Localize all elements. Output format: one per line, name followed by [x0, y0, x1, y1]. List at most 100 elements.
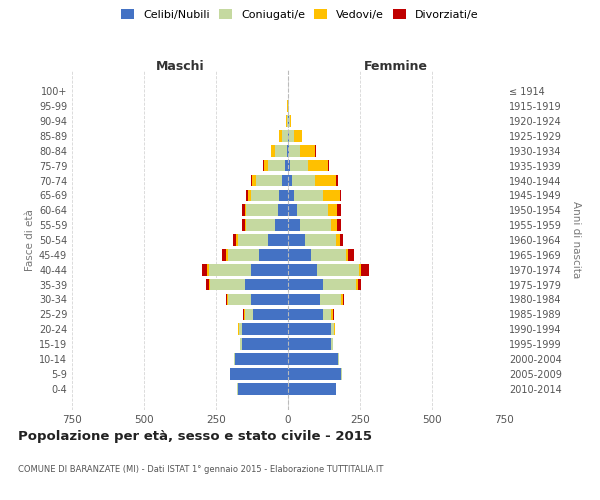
- Bar: [288, 249, 311, 260]
- Bar: [286, 115, 287, 127]
- Bar: [208, 264, 209, 276]
- Bar: [308, 160, 328, 172]
- Bar: [209, 264, 251, 276]
- Bar: [238, 383, 288, 394]
- Bar: [275, 145, 287, 156]
- Bar: [358, 279, 361, 290]
- Bar: [288, 234, 305, 246]
- Text: Maschi: Maschi: [155, 60, 205, 74]
- Bar: [245, 279, 288, 290]
- Bar: [292, 174, 316, 186]
- Bar: [206, 279, 209, 290]
- Bar: [340, 234, 343, 246]
- Bar: [288, 174, 292, 186]
- Bar: [343, 294, 344, 306]
- Bar: [340, 190, 341, 201]
- Bar: [282, 174, 288, 186]
- Bar: [335, 234, 340, 246]
- Bar: [251, 264, 288, 276]
- Bar: [271, 145, 275, 156]
- Bar: [299, 145, 316, 156]
- Bar: [346, 249, 349, 260]
- Text: COMUNE DI BARANZATE (MI) - Dati ISTAT 1° gennaio 2015 - Elaborazione TUTTITALIA.: COMUNE DI BARANZATE (MI) - Dati ISTAT 1°…: [18, 465, 383, 474]
- Bar: [288, 279, 323, 290]
- Bar: [328, 204, 337, 216]
- Bar: [246, 220, 275, 231]
- Bar: [290, 115, 292, 127]
- Bar: [295, 130, 302, 141]
- Bar: [288, 338, 331, 350]
- Bar: [251, 294, 288, 306]
- Bar: [294, 190, 323, 201]
- Bar: [299, 220, 331, 231]
- Bar: [287, 145, 288, 156]
- Bar: [263, 160, 268, 172]
- Bar: [259, 249, 288, 260]
- Bar: [280, 190, 288, 201]
- Bar: [331, 308, 332, 320]
- Bar: [311, 249, 346, 260]
- Bar: [337, 204, 341, 216]
- Bar: [222, 249, 226, 260]
- Bar: [349, 249, 354, 260]
- Bar: [305, 234, 335, 246]
- Bar: [316, 174, 335, 186]
- Bar: [226, 249, 227, 260]
- Bar: [230, 368, 288, 380]
- Bar: [227, 249, 259, 260]
- Bar: [242, 324, 288, 335]
- Bar: [323, 190, 340, 201]
- Bar: [288, 190, 294, 201]
- Bar: [245, 220, 246, 231]
- Bar: [245, 204, 246, 216]
- Bar: [253, 308, 288, 320]
- Bar: [287, 115, 288, 127]
- Bar: [361, 264, 368, 276]
- Bar: [356, 279, 358, 290]
- Bar: [242, 204, 245, 216]
- Bar: [288, 383, 335, 394]
- Bar: [243, 308, 244, 320]
- Bar: [359, 264, 361, 276]
- Bar: [328, 160, 329, 172]
- Bar: [226, 294, 227, 306]
- Legend: Celibi/Nubili, Coniugati/e, Vedovi/e, Divorziati/e: Celibi/Nubili, Coniugati/e, Vedovi/e, Di…: [118, 6, 482, 23]
- Bar: [239, 324, 242, 335]
- Bar: [332, 308, 334, 320]
- Bar: [288, 220, 299, 231]
- Bar: [288, 368, 341, 380]
- Y-axis label: Anni di nascita: Anni di nascita: [571, 202, 581, 278]
- Bar: [245, 308, 253, 320]
- Bar: [280, 130, 282, 141]
- Bar: [288, 264, 317, 276]
- Bar: [323, 279, 356, 290]
- Bar: [288, 294, 320, 306]
- Bar: [331, 324, 334, 335]
- Bar: [317, 264, 359, 276]
- Bar: [268, 234, 288, 246]
- Bar: [246, 204, 278, 216]
- Bar: [323, 308, 331, 320]
- Bar: [331, 220, 337, 231]
- Bar: [289, 130, 295, 141]
- Bar: [242, 338, 288, 350]
- Bar: [238, 234, 268, 246]
- Bar: [296, 204, 328, 216]
- Bar: [251, 174, 252, 186]
- Text: Popolazione per età, sesso e stato civile - 2015: Popolazione per età, sesso e stato civil…: [18, 430, 372, 443]
- Y-axis label: Fasce di età: Fasce di età: [25, 209, 35, 271]
- Bar: [320, 294, 341, 306]
- Bar: [289, 145, 299, 156]
- Bar: [210, 279, 245, 290]
- Bar: [285, 160, 288, 172]
- Bar: [278, 204, 288, 216]
- Bar: [275, 220, 288, 231]
- Bar: [288, 324, 331, 335]
- Bar: [233, 234, 236, 246]
- Bar: [290, 160, 308, 172]
- Bar: [256, 174, 282, 186]
- Bar: [251, 190, 280, 201]
- Bar: [288, 353, 338, 365]
- Bar: [227, 294, 251, 306]
- Bar: [268, 160, 285, 172]
